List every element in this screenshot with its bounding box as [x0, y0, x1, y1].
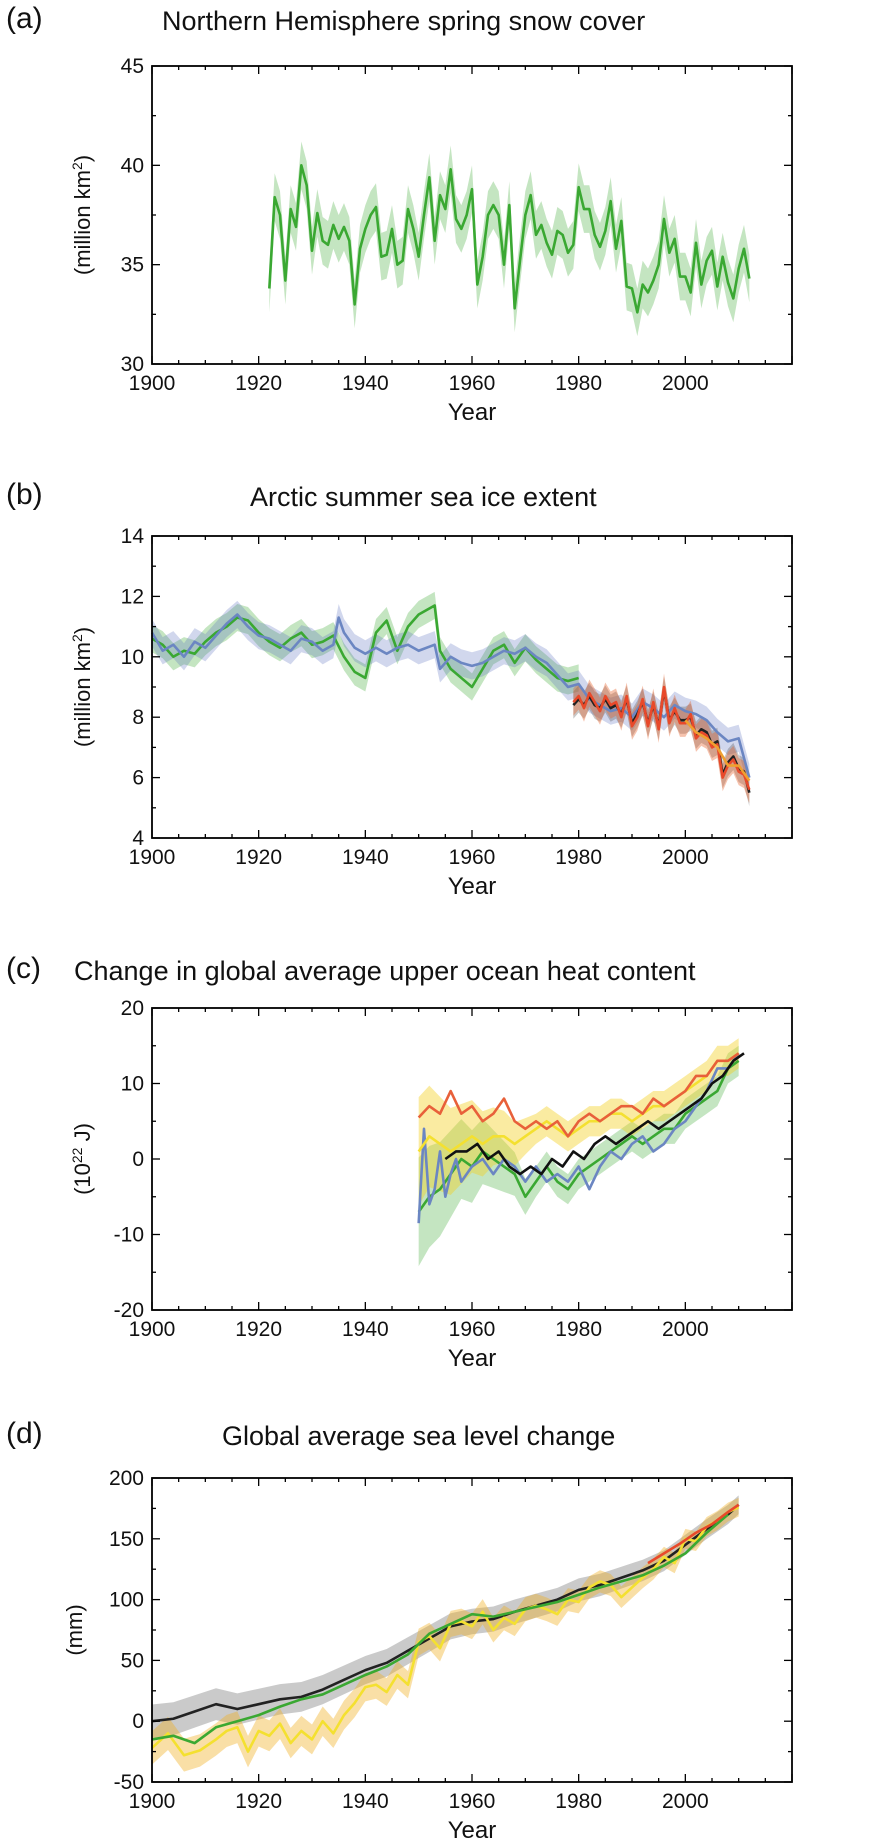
series-line — [150, 613, 751, 778]
x-tick-label: 1940 — [342, 1318, 389, 1341]
series-line — [647, 1503, 740, 1565]
x-tick-label: 1980 — [555, 1790, 602, 1813]
panel-title: Arctic summer sea ice extent — [250, 482, 597, 512]
x-tick-label: 1960 — [449, 1318, 496, 1341]
y-tick-label: 20 — [121, 997, 144, 1020]
x-tick-label: 2000 — [662, 372, 709, 395]
uncertainty-band — [152, 600, 750, 792]
uncertainty-band — [418, 1045, 739, 1267]
panel-b: (b) Arctic summer sea ice extent 1900 192… — [0, 462, 869, 922]
plot-frame — [151, 65, 793, 365]
y-axis-label: (million km2) — [69, 627, 95, 747]
x-tick-label: 1900 — [129, 1790, 176, 1813]
series-line — [444, 1052, 745, 1176]
series-line — [151, 1503, 740, 1723]
y-tick-label: 10 — [121, 646, 144, 669]
panel-d: (d) Global average sea level change 1900… — [0, 1395, 869, 1847]
y-tick-label: 30 — [121, 353, 144, 376]
x-tick-label: 1960 — [449, 372, 496, 395]
y-tick-label: 100 — [109, 1589, 144, 1612]
y-tick-label: 0 — [132, 1148, 144, 1171]
x-tick-label: 1900 — [129, 372, 176, 395]
y-tick-label: -20 — [114, 1299, 144, 1322]
panel-title: Global average sea level change — [222, 1421, 616, 1451]
x-tick-label: 1940 — [342, 846, 389, 869]
chart-plot: 1900 1920 1940 1960 1980 2000 -20 -10 0 10 20 Year (… — [69, 997, 793, 1372]
y-tick-label: 6 — [132, 767, 144, 790]
x-axis-label: Year — [448, 1345, 497, 1372]
series-line — [268, 164, 751, 314]
y-tick-label: 12 — [121, 585, 144, 608]
y-tick-label: 50 — [121, 1649, 144, 1672]
x-tick-label: 1920 — [235, 1318, 282, 1341]
x-tick-label: 1940 — [342, 1790, 389, 1813]
y-axis-label: (1022 J) — [69, 1123, 95, 1195]
x-axis-label: Year — [448, 873, 497, 900]
y-tick-label: 40 — [121, 154, 144, 177]
y-tick-label: 45 — [121, 55, 144, 78]
y-tick-label: 35 — [121, 254, 144, 277]
x-tick-label: 1980 — [555, 1318, 602, 1341]
y-tick-label: -10 — [114, 1224, 144, 1247]
x-tick-label: 1920 — [235, 846, 282, 869]
x-axis-label: Year — [448, 399, 497, 426]
uncertainty-band — [269, 141, 750, 337]
x-tick-label: 1960 — [449, 846, 496, 869]
panel-label: (a) — [6, 2, 43, 35]
chart-plot: 1900 1920 1940 1960 1980 2000 -50 0 50 100 150 200 Y… — [62, 1467, 793, 1844]
y-tick-label: 0 — [132, 1710, 144, 1733]
panel-c: (c) Change in global average upper ocean… — [0, 930, 869, 1390]
x-tick-label: 1940 — [342, 372, 389, 395]
y-tick-label: 150 — [109, 1528, 144, 1551]
y-tick-label: 8 — [132, 706, 144, 729]
y-tick-label: 4 — [132, 827, 144, 850]
panel-label: (b) — [6, 478, 43, 511]
y-axis-label: (million km2) — [69, 155, 95, 275]
y-tick-label: 200 — [109, 1467, 144, 1490]
y-tick-label: -50 — [114, 1771, 144, 1794]
uncertainty-band — [152, 1495, 739, 1738]
x-tick-label: 1900 — [129, 1318, 176, 1341]
x-tick-label: 1920 — [235, 372, 282, 395]
panel-label: (c) — [6, 952, 41, 985]
x-tick-label: 1920 — [235, 1790, 282, 1813]
x-tick-label: 2000 — [662, 1318, 709, 1341]
y-tick-label: 10 — [121, 1073, 144, 1096]
series-line — [417, 1052, 740, 1138]
series-line — [572, 685, 751, 791]
x-axis-label: Year — [448, 1817, 497, 1844]
y-tick-label: 14 — [121, 525, 145, 548]
series-line — [151, 1513, 729, 1745]
x-tick-label: 2000 — [662, 1790, 709, 1813]
y-axis-label: (mm) — [62, 1604, 87, 1655]
x-tick-label: 2000 — [662, 846, 709, 869]
series-line — [684, 719, 751, 782]
x-tick-label: 1900 — [129, 846, 176, 869]
x-tick-label: 1980 — [555, 372, 602, 395]
panel-title: Northern Hemisphere spring snow cover — [162, 6, 646, 36]
series-line — [417, 1052, 740, 1224]
x-tick-label: 1980 — [555, 846, 602, 869]
panel-title: Change in global average upper ocean hea… — [74, 956, 696, 986]
panel-label: (d) — [6, 1417, 43, 1450]
chart-plot: 1900 1920 1940 1960 1980 2000 30 35 40 45 Year (mil… — [69, 55, 793, 426]
chart-plot: 1900 1920 1940 1960 1980 2000 4 6 8 10 12 14 Year (mi… — [69, 525, 793, 900]
panel-a: (a) Northern Hemisphere spring snow cove… — [0, 0, 869, 450]
x-tick-label: 1960 — [449, 1790, 496, 1813]
